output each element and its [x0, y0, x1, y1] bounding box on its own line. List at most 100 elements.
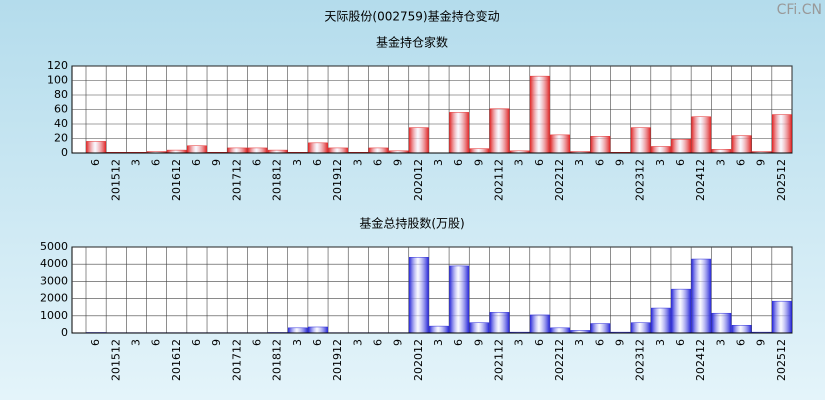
y-tick-label: 1000 — [40, 309, 68, 322]
x-tick-label: 201812 — [271, 339, 284, 381]
y-tick-label: 4000 — [40, 257, 68, 270]
x-tick-label: 6 — [250, 339, 263, 346]
bar — [771, 114, 792, 154]
x-tick-label: 9 — [472, 159, 485, 166]
x-tick-label: 6 — [533, 339, 546, 346]
y-tick-label: 120 — [47, 59, 68, 72]
y-tick-label: 80 — [54, 88, 68, 101]
x-tick-label: 6 — [150, 159, 163, 166]
x-tick-label: 6 — [311, 159, 324, 166]
x-tick-label: 3 — [654, 339, 667, 346]
bar — [650, 146, 671, 154]
bar — [731, 135, 752, 154]
x-tick-label: 6 — [674, 339, 687, 346]
x-tick-label: 201612 — [170, 339, 183, 381]
bar — [671, 288, 691, 334]
x-tick-label: 201712 — [230, 159, 243, 201]
x-tick-label: 201912 — [331, 339, 344, 381]
x-tick-label: 6 — [89, 339, 102, 346]
x-tick-label: 202312 — [634, 159, 647, 201]
x-tick-label: 3 — [432, 339, 445, 346]
bar — [590, 136, 611, 154]
bar — [227, 147, 248, 154]
bar — [449, 265, 470, 334]
x-tick-label: 6 — [593, 339, 606, 346]
x-tick-label: 6 — [735, 339, 748, 346]
x-tick-label: 9 — [210, 159, 223, 166]
x-tick-label: 201812 — [271, 159, 284, 201]
x-tick-label: 9 — [392, 159, 405, 166]
bar — [86, 141, 107, 154]
x-tick-label: 3 — [291, 159, 304, 166]
y-tick-label: 0 — [61, 326, 68, 339]
bar — [671, 138, 691, 154]
x-tick-label: 6 — [190, 339, 203, 346]
bar — [529, 314, 550, 334]
watermark: CFi.CN — [777, 2, 822, 18]
x-tick-label: 6 — [371, 339, 384, 346]
x-tick-label: 3 — [513, 339, 526, 346]
x-tick-label: 202412 — [694, 339, 707, 381]
bar — [408, 257, 429, 334]
x-tick-label: 201512 — [109, 339, 122, 381]
bar — [650, 307, 671, 334]
bar — [287, 327, 308, 334]
x-tick-label: 202112 — [493, 339, 506, 381]
bar — [711, 312, 732, 334]
y-tick-label: 5000 — [40, 240, 68, 253]
y-tick-label: 100 — [47, 74, 68, 87]
x-tick-label: 3 — [351, 339, 364, 346]
bar — [711, 149, 732, 154]
x-tick-label: 202412 — [694, 159, 707, 201]
y-tick-label: 40 — [54, 117, 68, 130]
bar — [550, 134, 570, 154]
bar — [408, 127, 429, 154]
x-tick-label: 3 — [513, 159, 526, 166]
x-tick-label: 201512 — [109, 159, 122, 201]
x-tick-label: 9 — [755, 339, 768, 346]
x-tick-label: 202212 — [553, 339, 566, 381]
bar — [630, 127, 651, 154]
bar — [550, 327, 570, 334]
x-tick-label: 202012 — [412, 159, 425, 201]
x-tick-label: 6 — [371, 159, 384, 166]
x-tick-label: 6 — [452, 159, 465, 166]
x-tick-label: 202112 — [493, 159, 506, 201]
x-tick-label: 9 — [614, 339, 627, 346]
x-tick-label: 3 — [129, 339, 142, 346]
x-tick-label: 9 — [755, 159, 768, 166]
bar — [429, 325, 449, 334]
bar — [529, 75, 550, 154]
y-tick-label: 2000 — [40, 292, 68, 305]
x-tick-label: 3 — [654, 159, 667, 166]
bar — [308, 326, 328, 334]
x-tick-label: 3 — [432, 159, 445, 166]
x-tick-label: 6 — [533, 159, 546, 166]
bar — [771, 300, 792, 334]
bar — [368, 147, 389, 154]
y-tick-label: 20 — [54, 132, 68, 145]
subplot-title: 基金总持股数(万股) — [359, 216, 464, 231]
x-tick-label: 202512 — [775, 339, 788, 381]
bar — [449, 112, 470, 154]
x-tick-label: 201712 — [230, 339, 243, 381]
x-tick-label: 9 — [472, 339, 485, 346]
bar — [489, 312, 510, 334]
bar — [731, 325, 752, 334]
x-tick-label: 202312 — [634, 339, 647, 381]
bar — [691, 116, 712, 154]
x-tick-label: 6 — [190, 159, 203, 166]
x-tick-label: 6 — [89, 159, 102, 166]
bar — [187, 145, 207, 154]
bar — [308, 142, 328, 154]
bar — [469, 322, 490, 334]
bar — [630, 322, 651, 334]
x-tick-label: 3 — [714, 159, 727, 166]
x-tick-label: 3 — [351, 159, 364, 166]
x-tick-label: 6 — [452, 339, 465, 346]
x-tick-label: 3 — [573, 339, 586, 346]
x-tick-label: 6 — [311, 339, 324, 346]
x-tick-label: 9 — [392, 339, 405, 346]
x-tick-label: 3 — [573, 159, 586, 166]
